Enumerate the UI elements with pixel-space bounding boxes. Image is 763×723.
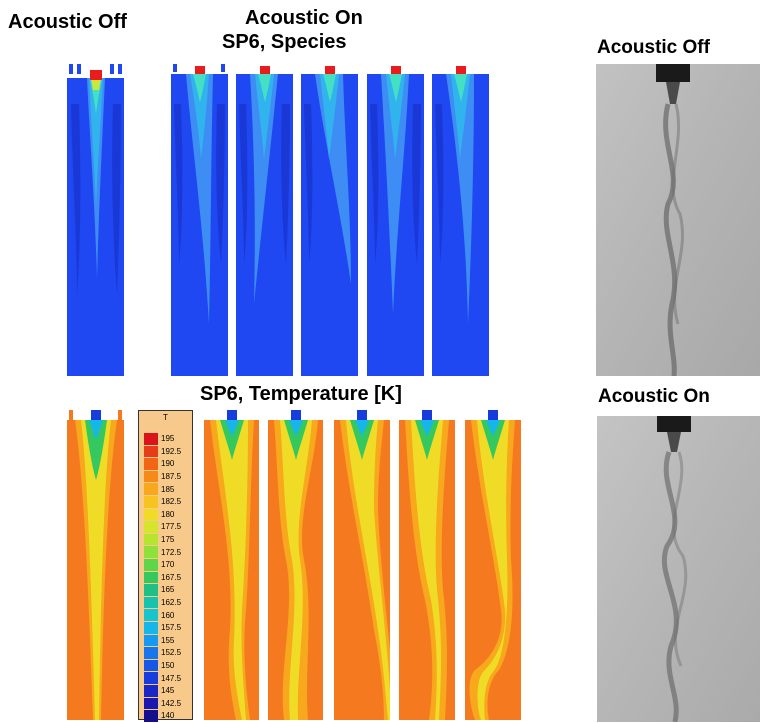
legend-row: 152.5 bbox=[144, 647, 181, 659]
legend-row: 177.5 bbox=[144, 521, 181, 533]
legend-swatch bbox=[144, 571, 158, 584]
legend-row: 165 bbox=[144, 584, 174, 596]
acoustic-on-label: Acoustic On bbox=[245, 7, 363, 29]
legend-value: 180 bbox=[161, 509, 175, 519]
legend-swatch bbox=[144, 496, 158, 508]
legend-swatch bbox=[144, 596, 158, 609]
legend-swatch bbox=[144, 521, 158, 533]
species-title-label: SP6, Species bbox=[222, 31, 347, 53]
legend-swatch bbox=[144, 470, 158, 483]
legend-row: 182.5 bbox=[144, 496, 181, 508]
species-panel-acoustic-off bbox=[67, 64, 124, 376]
legend-swatch bbox=[144, 659, 158, 672]
temperature-panel-1 bbox=[204, 410, 259, 720]
legend-row: 175 bbox=[144, 533, 175, 546]
legend-value: 142.5 bbox=[161, 698, 182, 708]
legend-row: 192.5 bbox=[144, 445, 182, 458]
legend-swatch bbox=[144, 508, 158, 521]
legend-row: 190 bbox=[144, 458, 174, 470]
legend-value: 147.5 bbox=[161, 673, 182, 683]
legend-value: 175 bbox=[161, 535, 175, 545]
legend-swatch bbox=[144, 445, 158, 458]
legend-value: 152.5 bbox=[161, 648, 182, 658]
legend-row: 187.5 bbox=[144, 470, 182, 483]
photo-bottom-title: Acoustic On bbox=[598, 386, 710, 407]
legend-title: T bbox=[163, 413, 168, 422]
legend-row: 162.5 bbox=[144, 596, 182, 609]
legend-swatch bbox=[144, 634, 158, 647]
legend-value: 155 bbox=[161, 635, 175, 645]
legend-row: 145 bbox=[144, 685, 174, 697]
temperature-panel-acoustic-off bbox=[67, 410, 124, 720]
legend-value: 145 bbox=[161, 686, 175, 696]
legend-value: 165 bbox=[161, 585, 175, 595]
legend-row: 180 bbox=[144, 508, 175, 521]
legend-value: 187.5 bbox=[161, 472, 182, 482]
legend-swatch bbox=[144, 609, 158, 621]
temperature-panel-2 bbox=[268, 410, 323, 720]
legend-row: 150 bbox=[144, 659, 175, 672]
legend-value: 182.5 bbox=[161, 497, 182, 507]
legend-value: 192.5 bbox=[161, 446, 182, 456]
legend-value: 160 bbox=[161, 610, 175, 620]
legend-swatch bbox=[144, 458, 158, 470]
legend-swatch bbox=[144, 533, 158, 546]
legend-swatch bbox=[144, 559, 158, 571]
temperature-panel-4 bbox=[399, 410, 455, 720]
legend-swatch bbox=[144, 483, 158, 495]
temperature-panel-3 bbox=[334, 410, 390, 720]
temperature-legend: T 195 192.5 190 187.5 185 182.5 180 177.5 175 172… bbox=[138, 410, 193, 722]
species-panel-4 bbox=[367, 64, 424, 376]
temperature-title-label: SP6, Temperature [K] bbox=[200, 383, 402, 405]
photo-top-title: Acoustic Off bbox=[597, 37, 710, 58]
photo-acoustic-off bbox=[596, 64, 760, 376]
legend-row: 185 bbox=[144, 483, 174, 495]
acoustic-off-left-label: Acoustic Off bbox=[8, 11, 127, 33]
species-panel-5 bbox=[432, 64, 489, 376]
legend-value: 150 bbox=[161, 661, 175, 671]
legend-row: 167.5 bbox=[144, 571, 182, 584]
legend-swatch bbox=[144, 697, 158, 710]
legend-value: 140 bbox=[161, 711, 175, 721]
legend-swatch bbox=[144, 647, 158, 659]
legend-value: 185 bbox=[161, 484, 175, 494]
legend-row: 142.5 bbox=[144, 697, 182, 710]
legend-value: 195 bbox=[161, 434, 175, 444]
photo-acoustic-on bbox=[597, 416, 760, 722]
species-panel-2 bbox=[236, 64, 293, 376]
temperature-panel-5 bbox=[465, 410, 521, 720]
legend-value: 157.5 bbox=[161, 623, 182, 633]
legend-swatch bbox=[144, 622, 158, 634]
legend-row: 147.5 bbox=[144, 672, 181, 684]
species-panel-1 bbox=[171, 64, 228, 376]
legend-swatch bbox=[144, 546, 158, 558]
legend-value: 170 bbox=[161, 560, 175, 570]
species-panel-3 bbox=[301, 64, 358, 376]
legend-value: 162.5 bbox=[161, 598, 182, 608]
legend-swatch bbox=[144, 710, 158, 722]
legend-value: 167.5 bbox=[161, 572, 182, 582]
legend-value: 177.5 bbox=[161, 522, 182, 532]
legend-row: 160 bbox=[144, 609, 174, 621]
legend-row: 157.5 bbox=[144, 622, 181, 634]
legend-row: 155 bbox=[144, 634, 175, 647]
legend-swatch bbox=[144, 584, 158, 596]
legend-row: 170 bbox=[144, 559, 174, 571]
legend-row: 195 bbox=[144, 433, 174, 445]
legend-swatch bbox=[144, 685, 158, 697]
legend-row: 140 bbox=[144, 710, 174, 722]
legend-value: 172.5 bbox=[161, 547, 182, 557]
legend-value: 190 bbox=[161, 459, 175, 469]
legend-row: 172.5 bbox=[144, 546, 181, 558]
legend-swatch bbox=[144, 672, 158, 684]
legend-swatch bbox=[144, 433, 158, 445]
